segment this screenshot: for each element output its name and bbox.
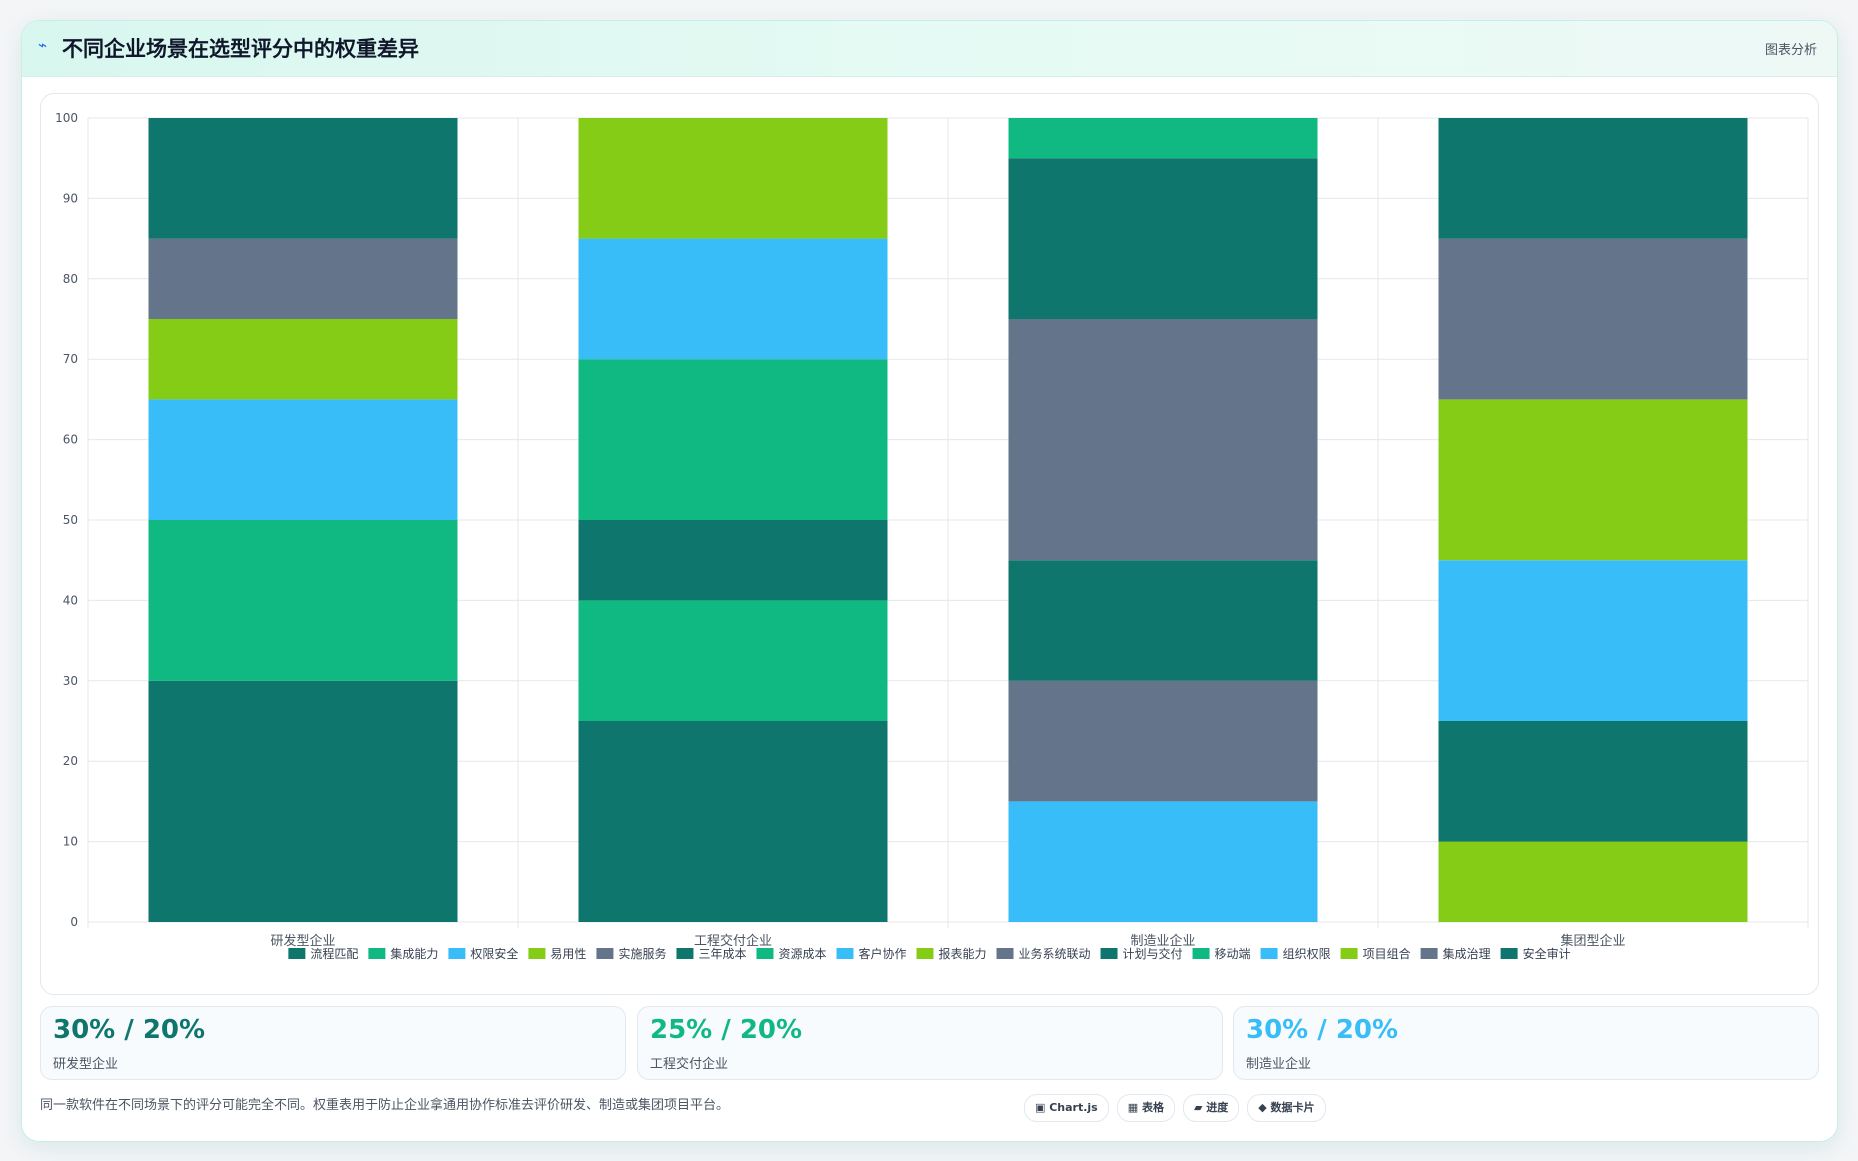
page-title: 不同企业场景在选型评分中的权重差异 [62,37,419,61]
legend-label: 安全审计 [1523,946,1571,961]
legend-swatch [1192,948,1210,959]
x-category-label: 工程交付企业 [694,933,772,949]
y-tick-label: 50 [63,513,78,527]
chartjs-pill[interactable]: ▣ Chart.js [1024,1094,1109,1122]
legend-swatch [676,948,694,959]
y-tick-label: 100 [55,111,78,125]
tool-pills: ▣ Chart.js ▦ 表格 ▰ 进度 ◆ 数据卡片 [1024,1094,1326,1122]
y-tick-label: 0 [70,915,78,929]
bar-segment [148,319,458,400]
legend-label: 易用性 [550,947,586,961]
bar-segment [1438,721,1748,842]
legend-label: 移动端 [1215,947,1251,961]
legend-label: 客户协作 [858,946,906,961]
stat-label: 研发型企业 [53,1057,119,1072]
progress-pill[interactable]: ▰ 进度 [1182,1094,1240,1122]
stacked-bar-chart: 0 10 20 30 40 50 60 70 80 90 100 研发型企业 工程交付企业 制造业企业 集团… [55,111,1809,961]
legend-label: 报表能力 [939,946,987,961]
table-pill[interactable]: ▦ 表格 [1116,1094,1175,1122]
bar-segment [1008,680,1318,802]
legend-swatch [1500,948,1518,959]
bar-segment [1438,399,1748,561]
legend-label: 权限安全 [470,946,518,961]
legend-label: 集成能力 [390,946,438,961]
legend-swatch [1340,948,1358,959]
bar-segment [578,118,888,239]
stat-card-manufacturing: 30% / 20% 制造业企业 [1233,1006,1819,1080]
legend-swatch [756,948,774,959]
bar-segment [1008,319,1318,561]
legend-swatch [996,948,1014,959]
y-tick-label: 60 [63,433,78,447]
chart-analysis-tag: 图表分析 [1764,43,1817,58]
stat-label: 工程交付企业 [650,1057,729,1072]
y-tick-label: 70 [63,352,78,366]
bar-segment [1008,158,1318,319]
y-tick-label: 30 [63,674,78,688]
chart-card: ⌁ 不同企业场景在选型评分中的权重差异 图表分析 0 10 20 30 40 50 60 70… [21,20,1838,1142]
bar-segment [148,399,458,520]
legend-label: 三年成本 [698,947,746,961]
legend-swatch [596,948,614,959]
legend-swatch [368,948,386,959]
legend-swatch [288,948,306,959]
stat-value: 30% / 20% [1246,1015,1399,1045]
y-tick-label: 90 [63,191,78,205]
stat-card-rd: 30% / 20% 研发型企业 [40,1006,626,1080]
y-tick-label: 10 [63,835,78,849]
bar-segment [148,680,458,922]
y-tick-label: 20 [63,754,78,768]
stat-card-engineering: 25% / 20% 工程交付企业 [637,1006,1223,1080]
x-category-label: 集团型企业 [1560,933,1625,949]
y-tick-label: 80 [63,272,78,286]
bar-segment [148,520,458,681]
x-category-label: 研发型企业 [270,933,335,949]
legend-label: 集成治理 [1443,946,1491,961]
chart-panel: 0 10 20 30 40 50 60 70 80 90 100 研发型企业 工程交付企业 制造业企业 集团… [40,93,1819,995]
bar-segment [148,118,458,239]
legend-swatch [1420,948,1438,959]
bar-segment [1008,560,1318,681]
legend-label: 组织权限 [1283,947,1331,961]
legend-label: 计划与交付 [1123,946,1183,961]
bar-segment [578,721,888,922]
bar-segment [1438,118,1748,239]
legend-swatch [448,948,466,959]
bar-segment [578,359,888,520]
bar-segment [578,520,888,601]
card-header: ⌁ 不同企业场景在选型评分中的权重差异 图表分析 [22,21,1837,77]
lightning-icon: ⌁ [38,36,48,54]
bar-segment [1008,801,1318,922]
stat-value: 30% / 20% [53,1015,206,1045]
x-category-label: 制造业企业 [1130,933,1195,949]
bar-segment [578,238,888,360]
stat-value: 25% / 20% [650,1015,803,1045]
legend-swatch [1100,948,1118,959]
legend-label: 项目组合 [1363,946,1411,961]
legend-swatch [916,948,934,959]
stat-label: 制造业企业 [1246,1057,1312,1072]
legend-label: 实施服务 [618,946,666,961]
bar-segment [578,600,888,721]
footnote: 同一款软件在不同场景下的评分可能完全不同。权重表用于防止企业拿通用协作标准去评价… [40,1098,730,1113]
bar-segment [148,238,458,319]
bar-segment [1438,238,1748,400]
legend-label: 业务系统联动 [1019,946,1091,961]
data-card-pill[interactable]: ◆ 数据卡片 [1247,1094,1326,1122]
bar-segment [1008,118,1318,159]
y-tick-label: 40 [63,593,78,607]
legend: 流程匹配 集成能力 权限安全 易用性 实施服务 三年成本 资源成本 客户协作 报表能力 业务系统联… [288,946,1571,961]
bar-segment [1438,841,1748,922]
bar-segment [1438,560,1748,721]
legend-swatch [836,948,854,959]
legend-swatch [1260,948,1278,959]
legend-label: 资源成本 [778,947,826,961]
legend-swatch [528,948,546,959]
legend-label: 流程匹配 [310,946,358,961]
